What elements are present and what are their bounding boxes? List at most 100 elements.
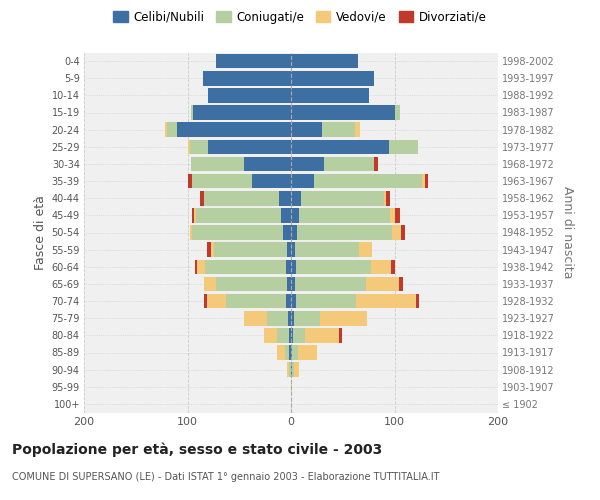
Bar: [251, 174, 291, 188]
Bar: [359, 242, 372, 257]
Bar: [295, 242, 359, 257]
Bar: [214, 242, 287, 257]
Bar: [277, 345, 285, 360]
Bar: [391, 208, 395, 222]
Bar: [356, 294, 416, 308]
Bar: [292, 345, 298, 360]
Bar: [281, 208, 291, 222]
Bar: [285, 345, 289, 360]
Bar: [299, 208, 391, 222]
Bar: [200, 191, 204, 206]
Bar: [416, 294, 419, 308]
Bar: [208, 88, 291, 102]
Bar: [197, 260, 205, 274]
Bar: [384, 191, 386, 206]
Bar: [286, 294, 291, 308]
Bar: [207, 242, 211, 257]
Legend: Celibi/Nubili, Coniugati/e, Vedovi/e, Divorziati/e: Celibi/Nubili, Coniugati/e, Vedovi/e, Di…: [109, 6, 491, 28]
Bar: [291, 362, 292, 377]
Bar: [207, 294, 226, 308]
Bar: [355, 122, 361, 137]
Bar: [338, 328, 342, 342]
Bar: [291, 105, 395, 120]
Bar: [217, 276, 287, 291]
Bar: [294, 362, 299, 377]
Bar: [291, 71, 374, 86]
Y-axis label: Anni di nascita: Anni di nascita: [562, 186, 574, 279]
Bar: [288, 311, 291, 326]
Bar: [190, 225, 191, 240]
Bar: [322, 122, 355, 137]
Bar: [324, 156, 374, 171]
Bar: [286, 260, 291, 274]
Bar: [391, 260, 395, 274]
Bar: [289, 328, 291, 342]
Bar: [177, 122, 291, 137]
Bar: [371, 260, 391, 274]
Bar: [283, 225, 291, 240]
Bar: [422, 174, 425, 188]
Bar: [187, 140, 190, 154]
Bar: [398, 276, 403, 291]
Bar: [294, 311, 320, 326]
Bar: [389, 140, 418, 154]
Bar: [204, 276, 217, 291]
Bar: [365, 276, 398, 291]
Bar: [191, 156, 244, 171]
Bar: [291, 156, 324, 171]
Bar: [291, 54, 358, 68]
Bar: [291, 311, 294, 326]
Bar: [165, 122, 167, 137]
Bar: [298, 345, 317, 360]
Bar: [278, 191, 291, 206]
Bar: [277, 328, 289, 342]
Bar: [287, 242, 291, 257]
Bar: [287, 276, 291, 291]
Bar: [320, 311, 367, 326]
Bar: [264, 328, 277, 342]
Text: COMUNE DI SUPERSANO (LE) - Dati ISTAT 1° gennaio 2003 - Elaborazione TUTTITALIA.: COMUNE DI SUPERSANO (LE) - Dati ISTAT 1°…: [12, 472, 439, 482]
Bar: [291, 345, 292, 360]
Bar: [191, 105, 193, 120]
Bar: [191, 208, 194, 222]
Bar: [244, 311, 267, 326]
Bar: [267, 311, 288, 326]
Bar: [314, 174, 422, 188]
Bar: [291, 225, 297, 240]
Bar: [211, 242, 214, 257]
Bar: [191, 174, 251, 188]
Bar: [425, 174, 428, 188]
Bar: [287, 362, 289, 377]
Bar: [386, 191, 391, 206]
Bar: [292, 362, 294, 377]
Y-axis label: Fasce di età: Fasce di età: [34, 195, 47, 270]
Bar: [205, 260, 286, 274]
Bar: [296, 260, 371, 274]
Bar: [301, 191, 384, 206]
Bar: [291, 260, 296, 274]
Bar: [392, 225, 401, 240]
Bar: [217, 54, 291, 68]
Bar: [395, 208, 400, 222]
Bar: [374, 156, 378, 171]
Bar: [291, 122, 322, 137]
Bar: [291, 328, 293, 342]
Bar: [289, 362, 291, 377]
Bar: [295, 276, 365, 291]
Bar: [305, 328, 338, 342]
Bar: [291, 191, 301, 206]
Bar: [291, 174, 314, 188]
Bar: [204, 294, 207, 308]
Bar: [291, 208, 299, 222]
Bar: [190, 140, 208, 154]
Text: Popolazione per età, sesso e stato civile - 2003: Popolazione per età, sesso e stato civil…: [12, 442, 382, 457]
Bar: [196, 208, 281, 222]
Bar: [203, 71, 291, 86]
Bar: [208, 140, 291, 154]
Bar: [291, 294, 296, 308]
Bar: [204, 191, 278, 206]
Bar: [395, 105, 400, 120]
Bar: [293, 328, 305, 342]
Bar: [291, 140, 389, 154]
Bar: [193, 105, 291, 120]
